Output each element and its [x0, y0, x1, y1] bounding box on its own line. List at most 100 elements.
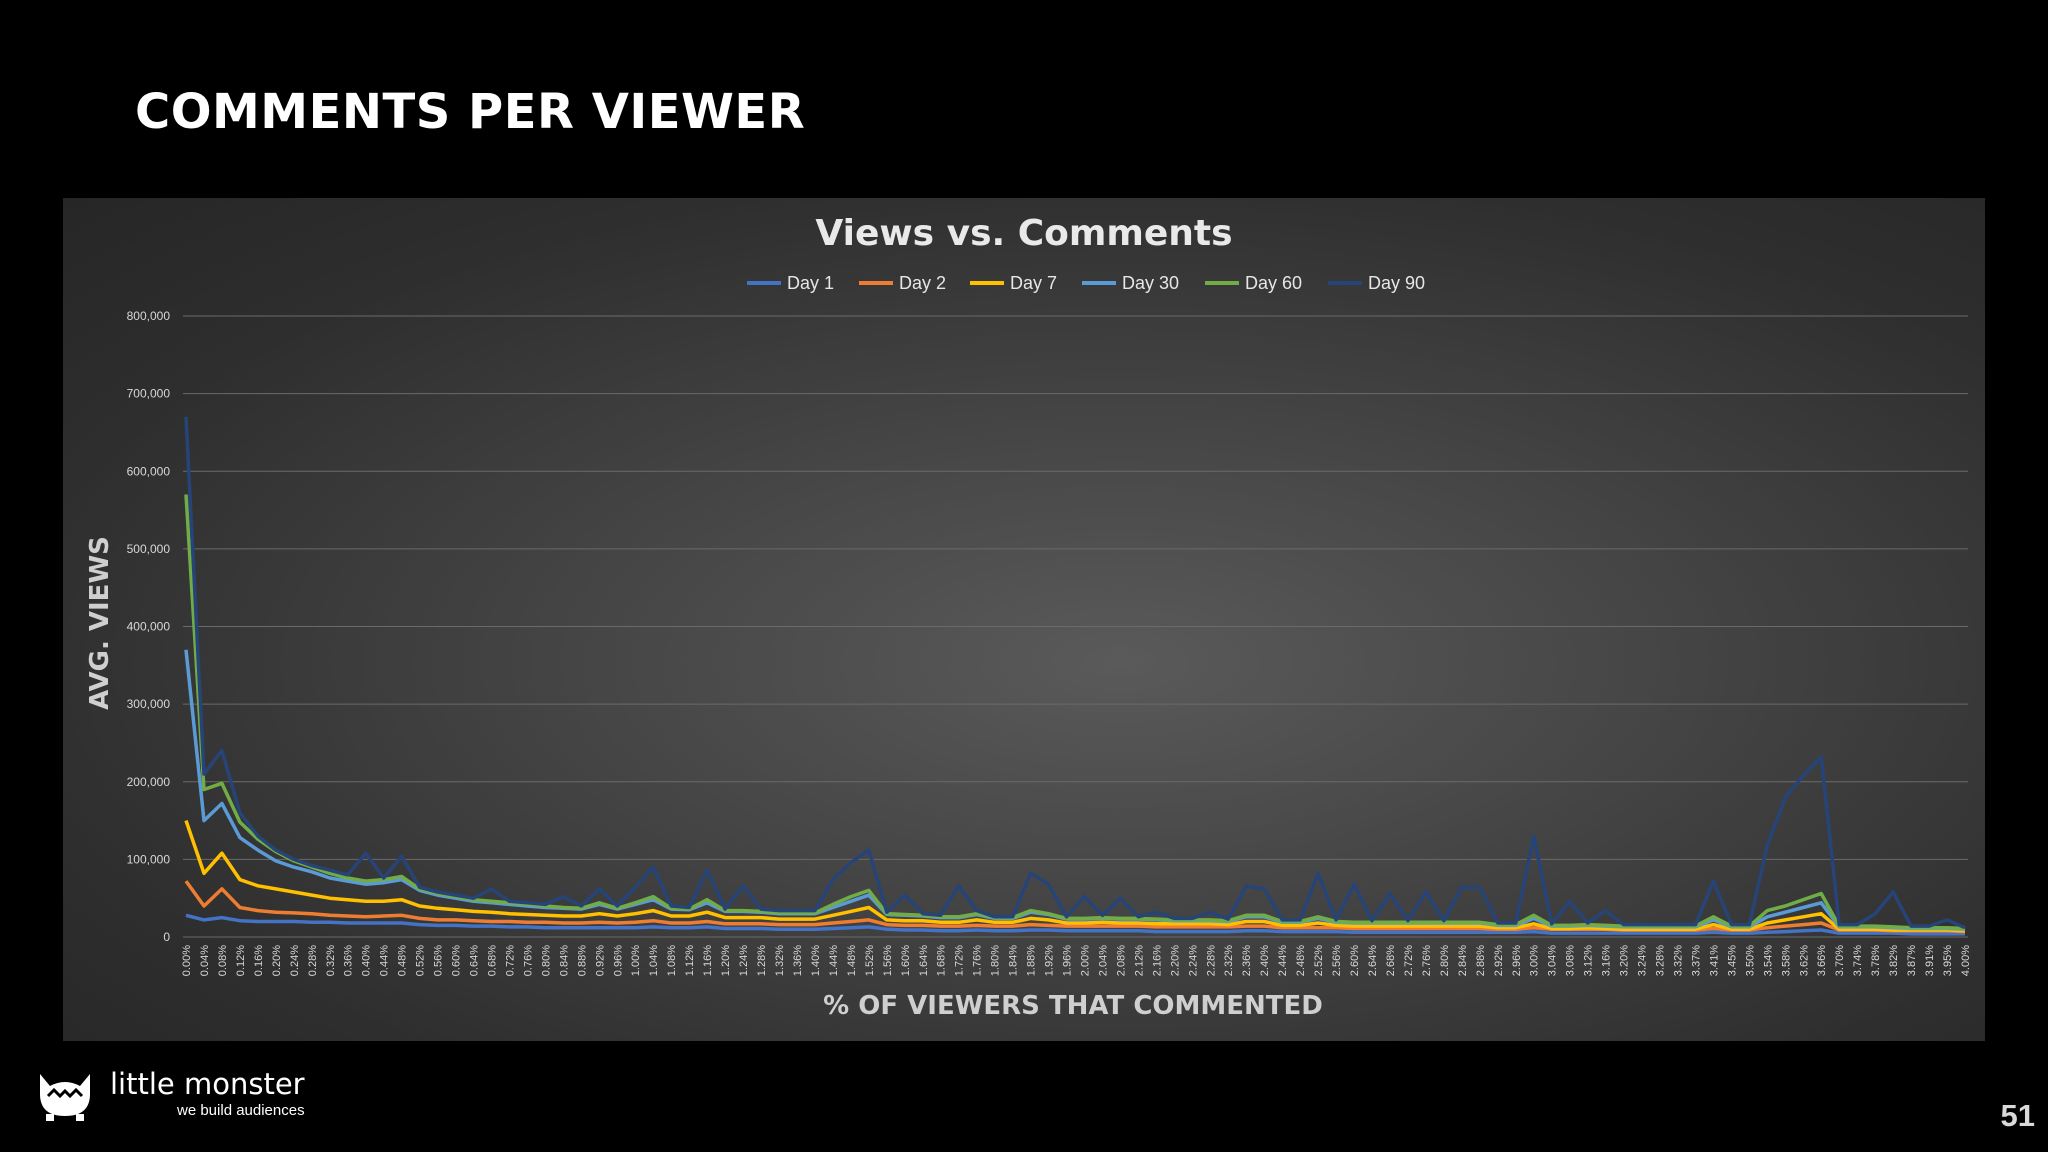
x-tick-label: 3.41%	[1708, 945, 1720, 976]
x-tick-label: 3.62%	[1798, 945, 1810, 976]
x-tick-label: 0.00%	[181, 945, 193, 976]
x-tick-label: 1.40%	[810, 945, 822, 976]
x-tick-label: 1.76%	[972, 945, 984, 976]
x-tick-label: 3.00%	[1529, 945, 1541, 976]
x-tick-label: 1.72%	[954, 945, 966, 976]
x-tick-label: 1.92%	[1044, 945, 1056, 976]
x-tick-label: 3.95%	[1942, 945, 1954, 976]
x-tick-label: 0.44%	[379, 945, 391, 976]
x-tick-label: 0.96%	[612, 945, 624, 976]
x-tick-label: 1.00%	[630, 945, 642, 976]
x-tick-label: 3.16%	[1601, 945, 1613, 976]
x-tick-label: 3.45%	[1726, 945, 1738, 976]
x-tick-label: 0.60%	[451, 945, 463, 976]
line-chart: 0 100,000 200,000 300,000 400,000 500,000 600,…	[85, 213, 1972, 1021]
x-tick-label: 1.04%	[648, 945, 660, 976]
x-tick-label: 2.56%	[1331, 945, 1343, 976]
x-tick-label: 3.28%	[1655, 945, 1667, 976]
series-line-day-30	[184, 649, 1966, 931]
x-tick-label: 3.87%	[1906, 945, 1918, 976]
x-tick-label: 3.78%	[1870, 945, 1882, 976]
y-tick-label: 700,000	[127, 387, 171, 401]
x-tick-label: 2.20%	[1169, 945, 1181, 976]
x-tick-label: 1.16%	[702, 945, 714, 976]
x-tick-label: 0.88%	[576, 945, 588, 976]
x-tick-label: 1.48%	[846, 945, 858, 976]
x-tick-label: 2.44%	[1277, 945, 1289, 976]
x-tick-label: 2.00%	[1079, 945, 1091, 976]
x-tick-label: 1.36%	[792, 945, 804, 976]
x-tick-label: 3.91%	[1924, 945, 1936, 976]
x-tick-label: 2.40%	[1259, 945, 1271, 976]
x-tick-label: 0.24%	[289, 945, 301, 976]
x-tick-label: 0.72%	[504, 945, 516, 976]
legend-label: Day 60	[1245, 273, 1302, 293]
x-tick-label: 0.52%	[415, 945, 427, 976]
x-tick-label: 0.48%	[397, 945, 409, 976]
brand-tagline: we build audiences	[177, 1102, 305, 1119]
monster-logo-icon	[40, 1074, 90, 1121]
x-tick-label: 3.20%	[1619, 945, 1631, 976]
x-tick-label: 2.72%	[1403, 945, 1415, 976]
x-tick-label: 1.88%	[1026, 945, 1038, 976]
x-tick-label: 2.60%	[1349, 945, 1361, 976]
series-line-day-7	[184, 820, 1966, 933]
x-tick-label: 2.28%	[1205, 945, 1217, 976]
x-tick-label: 3.66%	[1816, 945, 1828, 976]
x-tick-label: 3.50%	[1744, 945, 1756, 976]
x-tick-label: 1.24%	[738, 945, 750, 976]
y-tick-label: 800,000	[127, 309, 171, 323]
y-tick-label: 100,000	[127, 852, 171, 866]
x-tick-label: 1.52%	[864, 945, 876, 976]
x-tick-label: 0.28%	[307, 945, 319, 976]
x-tick-label: 3.58%	[1780, 945, 1792, 976]
legend-label: Day 7	[1010, 273, 1057, 293]
x-tick-label: 0.20%	[271, 945, 283, 976]
y-axis-label: AVG. VIEWS	[85, 536, 115, 710]
y-tick-label: 600,000	[127, 464, 171, 478]
x-axis-ticks: 0.00% 0.04% 0.08% 0.12% 0.16% 0.20% 0.24% 0.28%…	[181, 945, 1972, 976]
x-tick-label: 0.16%	[253, 945, 265, 976]
gridlines	[183, 315, 1968, 938]
page-number: 51	[2000, 1098, 2035, 1133]
x-tick-label: 3.37%	[1690, 945, 1702, 976]
x-tick-label: 0.68%	[486, 945, 498, 976]
x-tick-label: 1.44%	[828, 945, 840, 976]
chart-legend: Day 1 Day 2 Day 7 Day 30 Day 60 Day 90	[747, 273, 1425, 293]
x-tick-label: 0.76%	[522, 945, 534, 976]
chart-title: Views vs. Comments	[815, 213, 1232, 254]
x-tick-label: 2.16%	[1151, 945, 1163, 976]
y-tick-label: 200,000	[127, 775, 171, 789]
series-line-day-90	[184, 416, 1966, 930]
y-tick-label: 400,000	[127, 620, 171, 634]
x-tick-label: 3.12%	[1583, 945, 1595, 976]
brand-logo: little monster we build audiences	[34, 1066, 305, 1122]
brand-name: little monster	[110, 1067, 305, 1101]
x-tick-label: 1.32%	[774, 945, 786, 976]
x-tick-label: 3.08%	[1565, 945, 1577, 976]
x-tick-label: 3.04%	[1547, 945, 1559, 976]
x-tick-label: 1.96%	[1062, 945, 1074, 976]
x-tick-label: 2.08%	[1115, 945, 1127, 976]
x-tick-label: 0.64%	[469, 945, 481, 976]
x-tick-label: 0.12%	[235, 945, 247, 976]
x-tick-label: 3.54%	[1762, 945, 1774, 976]
x-tick-label: 3.24%	[1637, 945, 1649, 976]
x-tick-label: 0.08%	[217, 945, 229, 976]
x-tick-label: 1.56%	[882, 945, 894, 976]
x-tick-label: 2.96%	[1511, 945, 1523, 976]
x-tick-label: 1.60%	[900, 945, 912, 976]
x-tick-label: 0.32%	[325, 945, 337, 976]
y-tick-label: 300,000	[127, 697, 171, 711]
x-tick-label: 2.80%	[1439, 945, 1451, 976]
x-tick-label: 1.80%	[990, 945, 1002, 976]
x-tick-label: 1.28%	[756, 945, 768, 976]
x-axis-label: % OF VIEWERS THAT COMMENTED	[823, 991, 1323, 1021]
x-tick-label: 3.82%	[1888, 945, 1900, 976]
x-tick-label: 2.12%	[1133, 945, 1145, 976]
legend-label: Day 90	[1368, 273, 1425, 293]
x-tick-label: 1.08%	[666, 945, 678, 976]
x-tick-label: 0.56%	[433, 945, 445, 976]
x-tick-label: 0.40%	[361, 945, 373, 976]
y-tick-label: 0	[163, 930, 170, 944]
